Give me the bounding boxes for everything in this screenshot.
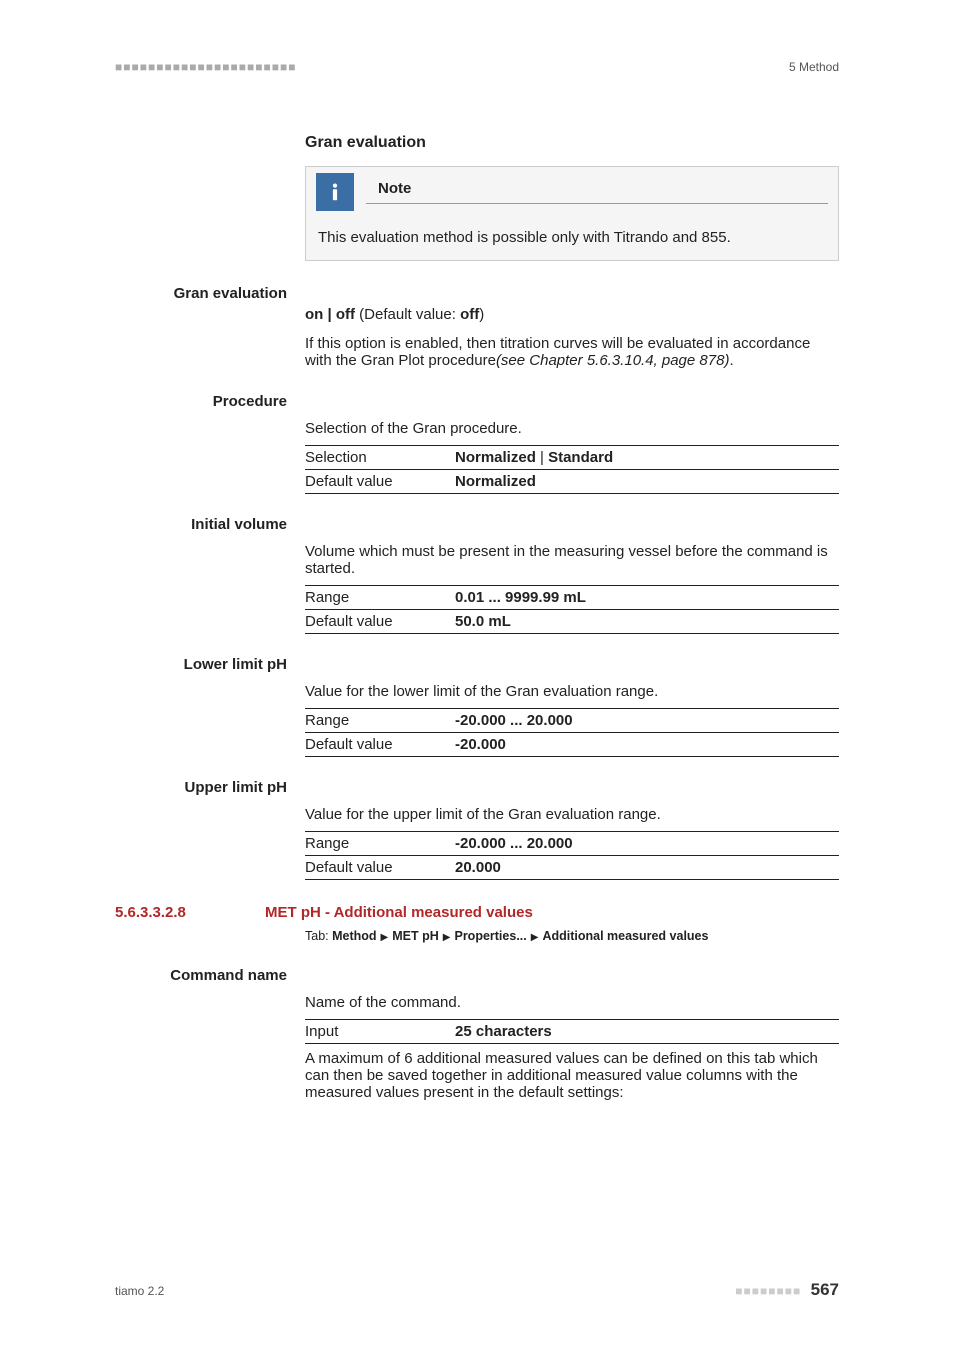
footer-product: tiamo 2.2 bbox=[115, 1284, 164, 1298]
upper-table: Range -20.000 ... 20.000 Default value 2… bbox=[305, 831, 839, 880]
param-label-lower: Lower limit pH bbox=[184, 656, 287, 673]
upper-desc: Value for the upper limit of the Gran ev… bbox=[305, 806, 839, 823]
param-label-initvol: Initial volume bbox=[191, 516, 287, 533]
table-row: Input 25 characters bbox=[305, 1020, 839, 1044]
subsection-number: 5.6.3.3.2.8 bbox=[115, 904, 265, 921]
kv-val: 25 characters bbox=[455, 1020, 839, 1044]
chevron-right-icon: ▶ bbox=[443, 932, 451, 943]
kv-key: Range bbox=[305, 832, 455, 856]
kv-val: 50.0 mL bbox=[455, 610, 839, 634]
breadcrumb-item: MET pH bbox=[392, 929, 439, 943]
row-param-gran: Gran evaluation bbox=[115, 285, 839, 302]
header-left-marker: ■■■■■■■■■■■■■■■■■■■■■■ bbox=[115, 60, 296, 74]
gran-desc: If this option is enabled, then titratio… bbox=[305, 335, 839, 369]
param-label-upper: Upper limit pH bbox=[184, 779, 287, 796]
kv-key: Range bbox=[305, 709, 455, 733]
kv-val: 20.000 bbox=[455, 856, 839, 880]
kv-key: Default value bbox=[305, 856, 455, 880]
table-row: Range -20.000 ... 20.000 bbox=[305, 832, 839, 856]
kv-key: Input bbox=[305, 1020, 455, 1044]
page-footer: tiamo 2.2 ■■■■■■■■ 567 bbox=[115, 1280, 839, 1300]
row-param-upper: Upper limit pH bbox=[115, 779, 839, 796]
footer-dots: ■■■■■■■■ bbox=[735, 1284, 801, 1298]
info-icon bbox=[316, 173, 354, 211]
breadcrumb: Tab: Method▶MET pH▶Properties...▶Additio… bbox=[305, 929, 839, 943]
param-label-procedure: Procedure bbox=[213, 393, 287, 410]
param-label-gran: Gran evaluation bbox=[174, 285, 287, 302]
row-gran-heading: Gran evaluation bbox=[115, 134, 839, 162]
breadcrumb-item: Additional measured values bbox=[542, 929, 708, 943]
header-chapter: 5 Method bbox=[789, 60, 839, 74]
breadcrumb-label: Tab: bbox=[305, 929, 332, 943]
table-row: Range -20.000 ... 20.000 bbox=[305, 709, 839, 733]
row-note: Note This evaluation method is possible … bbox=[115, 166, 839, 261]
kv-key: Selection bbox=[305, 446, 455, 470]
kv-val: -20.000 ... 20.000 bbox=[455, 832, 839, 856]
kv-val: -20.000 bbox=[455, 733, 839, 757]
kv-key: Range bbox=[305, 586, 455, 610]
page-number: 567 bbox=[811, 1280, 839, 1299]
subsection-header: 5.6.3.3.2.8 MET pH - Additional measured… bbox=[115, 904, 839, 921]
kv-key: Default value bbox=[305, 733, 455, 757]
kv-val: Normalized | Standard bbox=[455, 446, 839, 470]
gran-default-line: on | off (Default value: off) bbox=[305, 306, 839, 323]
breadcrumb-item: Method bbox=[332, 929, 376, 943]
lower-table: Range -20.000 ... 20.000 Default value -… bbox=[305, 708, 839, 757]
breadcrumb-item: Properties... bbox=[454, 929, 526, 943]
row-param-procedure: Procedure bbox=[115, 393, 839, 410]
note-title: Note bbox=[378, 180, 828, 197]
lower-desc: Value for the lower limit of the Gran ev… bbox=[305, 683, 839, 700]
table-row: Range 0.01 ... 9999.99 mL bbox=[305, 586, 839, 610]
cmdname-table: Input 25 characters bbox=[305, 1019, 839, 1044]
page-header: ■■■■■■■■■■■■■■■■■■■■■■ 5 Method bbox=[115, 60, 839, 74]
kv-key: Default value bbox=[305, 470, 455, 494]
row-param-lower: Lower limit pH bbox=[115, 656, 839, 673]
row-param-initvol: Initial volume bbox=[115, 516, 839, 533]
subsection-title: MET pH - Additional measured values bbox=[265, 904, 533, 921]
initvol-desc: Volume which must be present in the meas… bbox=[305, 543, 839, 577]
kv-key: Default value bbox=[305, 610, 455, 634]
param-label-cmdname: Command name bbox=[170, 967, 287, 984]
chevron-right-icon: ▶ bbox=[381, 932, 389, 943]
procedure-desc: Selection of the Gran procedure. bbox=[305, 420, 839, 437]
table-row: Default value -20.000 bbox=[305, 733, 839, 757]
kv-val: Normalized bbox=[455, 470, 839, 494]
initvol-table: Range 0.01 ... 9999.99 mL Default value … bbox=[305, 585, 839, 634]
chevron-right-icon: ▶ bbox=[531, 932, 539, 943]
kv-val: -20.000 ... 20.000 bbox=[455, 709, 839, 733]
note-body: This evaluation method is possible only … bbox=[306, 211, 838, 260]
table-row: Selection Normalized | Standard bbox=[305, 446, 839, 470]
table-row: Default value 20.000 bbox=[305, 856, 839, 880]
table-row: Default value Normalized bbox=[305, 470, 839, 494]
cmdname-desc: Name of the command. bbox=[305, 994, 839, 1011]
row-param-cmdname: Command name bbox=[115, 967, 839, 984]
table-row: Default value 50.0 mL bbox=[305, 610, 839, 634]
gran-evaluation-heading: Gran evaluation bbox=[305, 134, 839, 152]
procedure-table: Selection Normalized | Standard Default … bbox=[305, 445, 839, 494]
cmdname-after: A maximum of 6 additional measured value… bbox=[305, 1050, 839, 1101]
note-box: Note This evaluation method is possible … bbox=[305, 166, 839, 261]
kv-val: 0.01 ... 9999.99 mL bbox=[455, 586, 839, 610]
